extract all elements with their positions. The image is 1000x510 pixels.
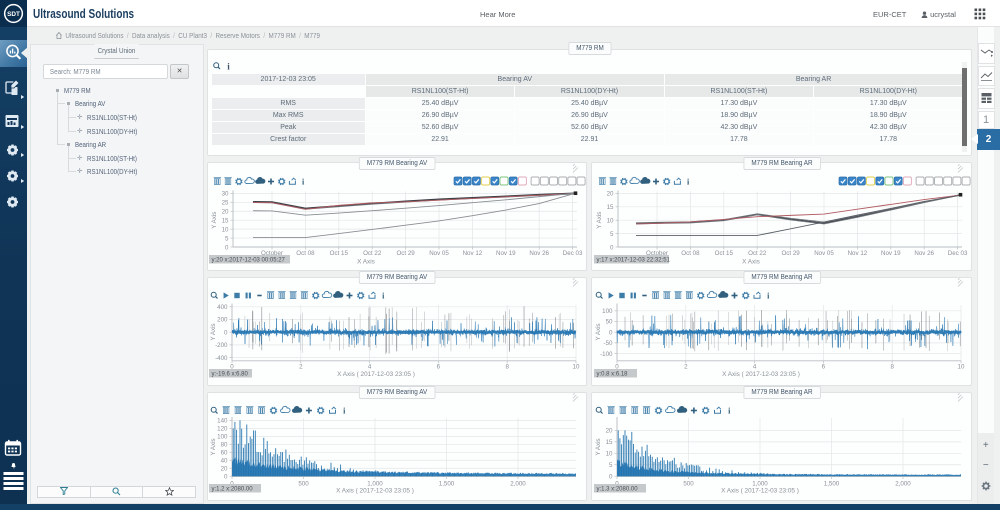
svg-text:SDT: SDT: [7, 11, 20, 18]
